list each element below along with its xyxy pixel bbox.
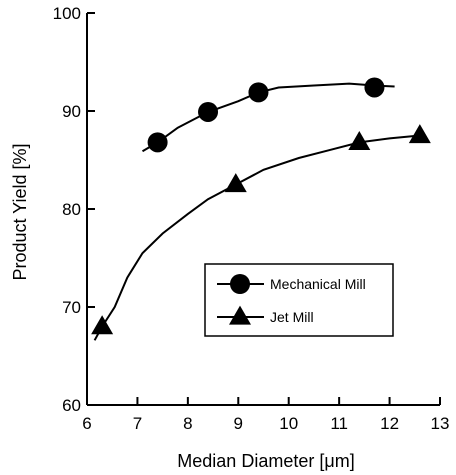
data-point-jet-mill <box>408 124 431 144</box>
y-tick-label: 100 <box>53 4 81 23</box>
y-tick-label: 90 <box>62 102 81 121</box>
series-mechanical-mill <box>141 77 395 153</box>
x-tick-label: 7 <box>133 414 142 433</box>
series-jet-mill <box>91 124 431 341</box>
legend-box <box>204 263 394 337</box>
x-tick-label: 12 <box>380 414 399 433</box>
legend-marker-mechanical-mill <box>230 274 250 294</box>
y-tick-label: 60 <box>62 396 81 415</box>
data-point-mechanical-mill <box>364 77 385 98</box>
legend-label-jet-mill: Jet Mill <box>270 309 314 325</box>
data-point-jet-mill <box>224 173 247 193</box>
x-tick-label: 11 <box>330 414 348 433</box>
x-tick-label: 8 <box>183 414 192 433</box>
data-point-mechanical-mill <box>198 101 219 122</box>
x-axis-ticks: 6 7 8 9 10 11 12 13 <box>82 397 449 433</box>
y-tick-label: 70 <box>62 298 81 317</box>
x-tick-label: 9 <box>234 414 243 433</box>
y-tick-label: 80 <box>62 200 81 219</box>
data-point-jet-mill <box>91 315 114 335</box>
data-point-mechanical-mill <box>147 132 168 153</box>
data-point-mechanical-mill <box>248 82 269 103</box>
x-tick-label: 6 <box>82 414 91 433</box>
x-tick-label: 10 <box>279 414 298 433</box>
x-axis-label: Median Diameter [μm] <box>177 451 354 471</box>
series-layer <box>91 77 431 341</box>
series-line-jet-mill <box>93 134 420 341</box>
legend-label-mechanical-mill: Mechanical Mill <box>270 276 366 292</box>
y-axis-label: Product Yield [%] <box>10 143 30 280</box>
plot-area: 60 70 80 90 100 6 7 8 9 10 11 12 13 <box>53 4 450 433</box>
x-tick-label: 13 <box>431 414 450 433</box>
data-point-jet-mill <box>348 130 371 150</box>
y-axis-ticks: 60 70 80 90 100 <box>53 4 95 415</box>
legend: Mechanical Mill Jet Mill <box>204 263 394 337</box>
legend-marker-jet-mill <box>229 305 251 325</box>
